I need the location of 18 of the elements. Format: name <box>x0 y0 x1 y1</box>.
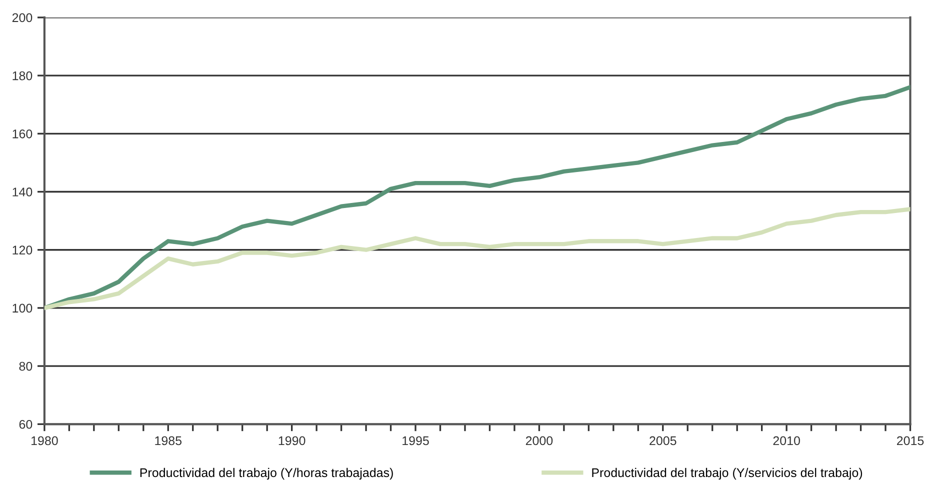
x-tick-label: 1980 <box>32 436 58 446</box>
y-tick-label: 180 <box>12 71 32 80</box>
x-tick-label: 2005 <box>650 436 676 446</box>
x-tick-label: 1985 <box>155 436 182 446</box>
y-tick-label: 60 <box>19 420 32 429</box>
x-tick-label: 2010 <box>773 436 800 446</box>
x-tick-label: 2000 <box>526 436 553 446</box>
legend-label: Productividad del trabajo (Y/servicios del trabajo) <box>592 468 862 480</box>
y-tick-label: 200 <box>12 13 32 22</box>
x-tick-label: 1995 <box>402 436 429 446</box>
y-tick-label: 80 <box>19 362 32 371</box>
y-tick-label: 160 <box>12 129 32 138</box>
y-tick-label: 120 <box>12 246 32 255</box>
x-tick-label: 1990 <box>278 436 306 446</box>
y-tick-label: 100 <box>12 304 32 313</box>
y-tick-label: 140 <box>12 188 32 196</box>
legend-label: Productividad del trabajo (Y/horas trabajadas) <box>140 468 393 480</box>
x-tick-label: 2015 <box>896 436 924 446</box>
